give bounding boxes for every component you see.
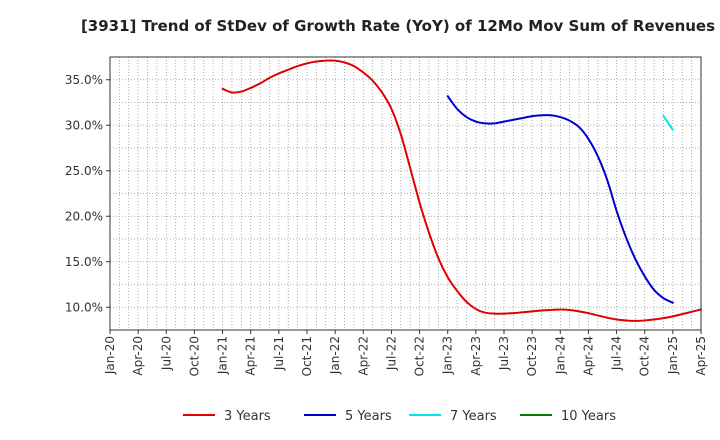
legend-label-3-years: 3 Years — [224, 409, 271, 424]
series-line-5-years — [446, 95, 674, 304]
x-tick-label: Jan-23 — [441, 336, 455, 375]
y-tick-label: 20.0% — [65, 209, 103, 223]
x-tick-label: Jul-20 — [159, 336, 173, 371]
x-tick-label: Oct-20 — [187, 336, 201, 376]
x-tick-label: Jan-24 — [553, 336, 567, 375]
y-tick-label: 15.0% — [65, 255, 103, 269]
legend: 3 Years 5 Years 7 Years 10 Years — [183, 409, 616, 424]
x-tick-label: Jul-22 — [384, 336, 398, 371]
x-tick-label: Apr-25 — [694, 336, 708, 376]
x-tick-label: Jul-23 — [497, 336, 511, 371]
grid — [110, 57, 701, 330]
x-tick-label: Jan-20 — [103, 336, 117, 375]
series-line-7-years — [662, 115, 674, 131]
x-tick-label: Oct-23 — [525, 336, 539, 376]
x-tick-label: Jan-21 — [216, 336, 230, 375]
x-axis: Jan-20 Apr-20 Jul-20 Oct-20 Jan-21 Apr-21 Jul-… — [103, 330, 708, 376]
legend-label-7-years: 7 Years — [450, 409, 497, 424]
x-tick-label: Oct-21 — [300, 336, 314, 376]
chart-title: [3931] Trend of StDev of Growth Rate (Yo… — [81, 17, 715, 35]
x-tick-label: Apr-24 — [581, 336, 595, 376]
x-tick-label: Apr-21 — [244, 336, 258, 376]
plot-lines — [221, 59, 702, 322]
y-tick-label: 35.0% — [65, 73, 103, 87]
y-axis: 10.0% 15.0% 20.0% 25.0% 30.0% 35.0% — [65, 73, 110, 314]
plot-area-frame — [109, 56, 702, 331]
x-tick-label: Apr-22 — [356, 336, 370, 376]
x-tick-label: Apr-20 — [131, 336, 145, 376]
x-tick-label: Jul-24 — [610, 336, 624, 371]
x-tick-label: Oct-22 — [413, 336, 427, 376]
x-tick-label: Jan-22 — [328, 336, 342, 375]
x-tick-label: Oct-24 — [638, 336, 652, 376]
y-tick-label: 25.0% — [65, 164, 103, 178]
legend-label-10-years: 10 Years — [561, 409, 616, 424]
x-tick-label: Jul-21 — [272, 336, 286, 371]
x-tick-label: Jan-25 — [666, 336, 680, 375]
y-tick-label: 10.0% — [65, 300, 103, 314]
y-tick-label: 30.0% — [65, 118, 103, 132]
legend-label-5-years: 5 Years — [345, 409, 392, 424]
series-line-3-years — [221, 59, 702, 322]
x-tick-label: Apr-23 — [469, 336, 483, 376]
